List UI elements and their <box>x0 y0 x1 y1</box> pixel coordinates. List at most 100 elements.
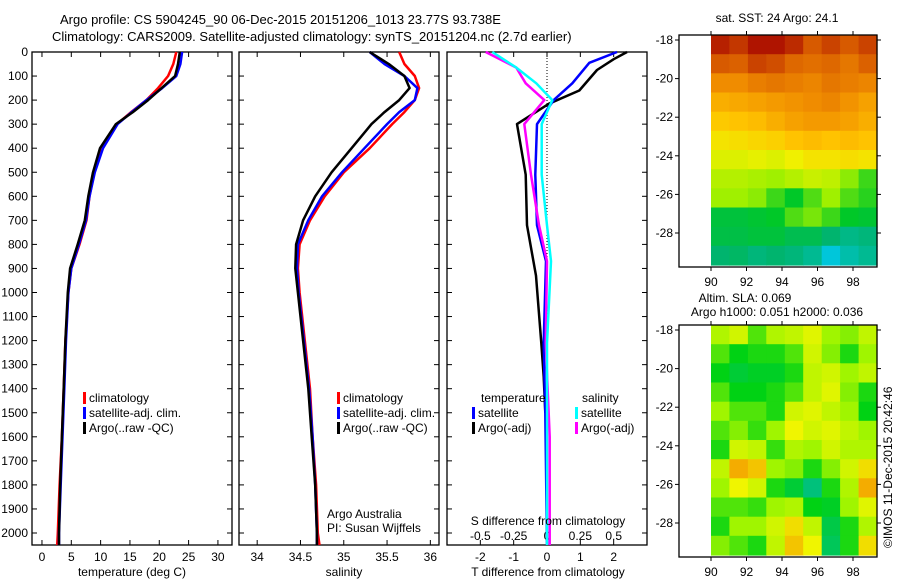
sla-map-cell <box>840 325 860 345</box>
depth-tick-label: 400 <box>8 141 28 155</box>
sst-map-cell <box>803 54 823 74</box>
sla-map-cell <box>784 382 804 403</box>
sst-map-cell <box>840 207 860 228</box>
sst-map-title: sat. SST: 24 Argo: 24.1 <box>716 11 839 25</box>
sst-map-cell <box>766 35 786 55</box>
depth-tick-label: 1700 <box>1 454 28 468</box>
sla-map-cell <box>711 344 730 364</box>
sla-map-cell <box>729 420 749 441</box>
temperature-legend-label: climatology <box>89 391 149 405</box>
sla-map-cell <box>803 420 823 441</box>
sla-map-cell <box>729 516 749 537</box>
sla-map-cell <box>840 344 860 364</box>
sla-map-cell <box>858 459 878 479</box>
sst-map-cell <box>858 92 878 113</box>
sst-map-cell <box>747 130 767 151</box>
sla-map-cell <box>747 401 767 422</box>
diff-legend-temperature-swatch <box>472 422 475 434</box>
sst-map-cell <box>803 207 823 228</box>
t-diff-xtick-label: -1 <box>508 550 519 564</box>
sst-map-cell <box>711 226 730 247</box>
sst-map-cell <box>711 111 730 132</box>
sst-map-cell <box>729 92 749 113</box>
sst-map-cell <box>766 150 786 170</box>
sst-map: 90 92 94 96 98 -18 -20 -22 -24 -26 -28 <box>656 31 881 289</box>
depth-tick-label: 500 <box>8 165 28 179</box>
sst-map-cell <box>858 226 878 247</box>
depth-tick-label: 1000 <box>1 286 28 300</box>
sst-map-cell <box>803 150 823 170</box>
sst-map-cell <box>747 54 767 74</box>
sla-map-ytick-label: -26 <box>656 477 674 491</box>
diff-legend-temperature-label: satellite <box>478 406 519 420</box>
sst-map-ytick-label: -18 <box>656 33 674 47</box>
sla-map-cell <box>766 478 786 499</box>
salinity-xtick-label: 34.5 <box>289 550 313 564</box>
sst-map-cell <box>747 207 767 228</box>
sst-map-cell <box>747 150 767 170</box>
sst-map-cell <box>711 150 730 170</box>
sst-map-cell <box>784 73 804 94</box>
sst-map-cell <box>747 73 767 94</box>
salinity-xtick-label: 36 <box>424 550 438 564</box>
sla-map-cell <box>729 363 749 384</box>
temperature-panel: 0 5 10 15 20 25 300100200300400500600700800900… <box>1 45 233 564</box>
sst-map-cell <box>766 73 786 94</box>
sst-map-cell <box>840 245 860 266</box>
sst-map-xtick-label: 98 <box>846 275 860 289</box>
sla-map-xtick-label: 94 <box>775 565 789 579</box>
sst-map-cell <box>803 245 823 266</box>
temperature-legend-swatch <box>83 422 86 434</box>
sst-map-cell <box>821 150 841 170</box>
sla-map-ytick-label: -20 <box>656 362 674 376</box>
sla-map-cell <box>803 440 823 460</box>
sst-map-xtick-label: 94 <box>775 275 789 289</box>
sst-map-cell <box>747 35 767 55</box>
sst-map-cell <box>729 130 749 151</box>
sst-map-cell <box>784 35 804 55</box>
sla-map-cell <box>747 363 767 384</box>
sla-map-cell <box>711 535 730 556</box>
sst-map-cell <box>766 54 786 74</box>
sla-map-cell <box>858 401 878 422</box>
sst-map-cell <box>840 35 860 55</box>
sla-map-cell <box>840 420 860 441</box>
depth-tick-label: 2000 <box>1 526 28 540</box>
sla-map-cell <box>766 344 786 364</box>
depth-tick-label: 1900 <box>1 502 28 516</box>
sla-map-cell <box>803 344 823 364</box>
sla-map-cell <box>858 497 878 518</box>
sst-map-cell <box>858 35 878 55</box>
depth-tick-label: 1200 <box>1 334 28 348</box>
sla-map-cell <box>711 363 730 384</box>
sst-map-cell <box>858 207 878 228</box>
sla-map-cell <box>821 497 841 518</box>
sst-map-cell <box>803 92 823 113</box>
depth-tick-label: 1400 <box>1 382 28 396</box>
sla-map-cell <box>803 325 823 345</box>
sst-map-cell <box>747 188 767 209</box>
sst-map-cell <box>840 73 860 94</box>
sla-map-cell <box>840 478 860 499</box>
sla-map-cell <box>766 382 786 403</box>
sla-map-cell <box>821 478 841 499</box>
sst-map-cell <box>729 73 749 94</box>
sst-map-ytick-label: -20 <box>656 72 674 86</box>
sla-map-cell <box>803 535 823 556</box>
sla-map-cell <box>711 440 730 460</box>
sst-map-cell <box>711 207 730 228</box>
sla-map-cell <box>803 363 823 384</box>
sst-map-cell <box>821 54 841 74</box>
sla-map: 90 92 94 96 98 -18 -20 -22 -24 -26 -28 <box>656 321 881 579</box>
difference-panel: -2-1012-0.5-0.2500.250.5satelliteArgo(-a… <box>446 50 648 564</box>
salinity-legend-swatch <box>337 407 340 419</box>
sla-map-cell <box>858 516 878 537</box>
sla-map-cell <box>729 401 749 422</box>
sla-map-cell <box>821 440 841 460</box>
sst-map-cell <box>766 245 786 266</box>
diff-legend-temperature-label: Argo(-adj) <box>478 421 531 435</box>
temperature-series-1 <box>57 51 184 545</box>
sst-map-cell <box>803 73 823 94</box>
sla-map-cell <box>747 382 767 403</box>
sla-map-cell <box>729 497 749 518</box>
